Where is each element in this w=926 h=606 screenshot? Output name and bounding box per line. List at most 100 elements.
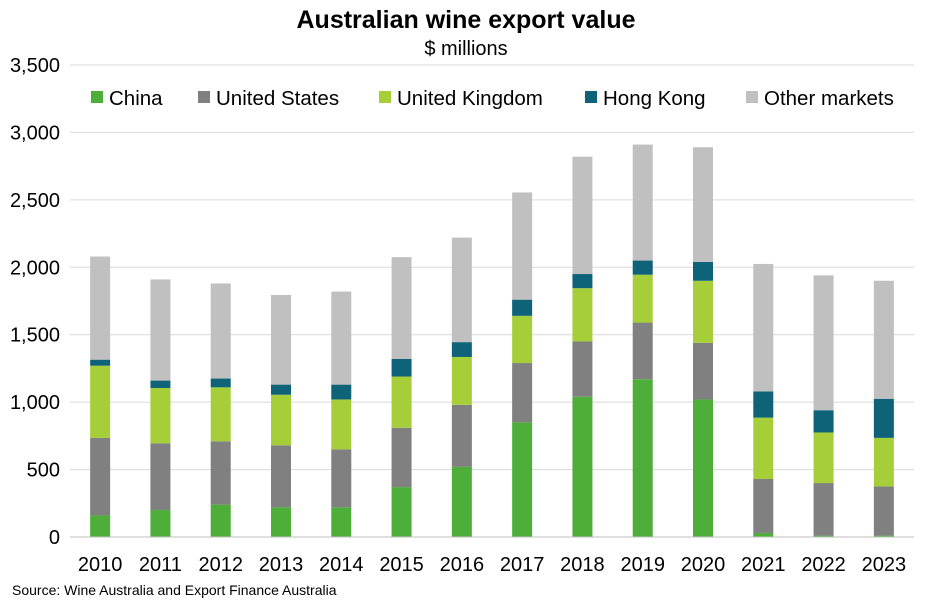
bar-segment bbox=[753, 391, 774, 418]
bar-segment bbox=[753, 532, 774, 537]
legend-item: United Kingdom bbox=[379, 87, 543, 110]
y-tick-label: 3,500 bbox=[10, 55, 60, 77]
bar-segment bbox=[331, 384, 352, 400]
legend-swatch bbox=[585, 91, 597, 103]
bar-segment bbox=[813, 275, 834, 411]
bar-segment bbox=[813, 483, 834, 536]
legend-item: Other markets bbox=[746, 87, 894, 110]
bar-segment bbox=[632, 260, 653, 275]
y-tick-label: 1,000 bbox=[10, 392, 60, 414]
y-tick-label: 3,000 bbox=[10, 122, 60, 144]
bar-segment bbox=[693, 261, 713, 281]
bar-segment bbox=[331, 399, 352, 450]
bar-segment bbox=[512, 363, 533, 423]
bar-segment bbox=[331, 449, 352, 508]
legend-item: China bbox=[91, 87, 163, 110]
bar-segment bbox=[210, 387, 231, 442]
x-tick-label: 2010 bbox=[78, 554, 123, 576]
x-tick-label: 2020 bbox=[681, 554, 726, 576]
legend-swatch bbox=[91, 91, 103, 103]
y-tick-label: 2,500 bbox=[10, 190, 60, 212]
bar-segment bbox=[90, 365, 111, 438]
bar-segment bbox=[753, 263, 774, 392]
bar-segment bbox=[512, 299, 533, 316]
bar-segment bbox=[572, 288, 593, 342]
bar-segment bbox=[150, 279, 171, 381]
bar-segment bbox=[90, 515, 111, 537]
bar-segment bbox=[451, 342, 472, 357]
bar-segment bbox=[873, 398, 894, 438]
legend-swatch bbox=[379, 91, 391, 103]
bar-segment bbox=[90, 437, 111, 516]
bar-segment bbox=[331, 291, 352, 385]
x-tick-label: 2015 bbox=[379, 554, 424, 576]
bar-segment bbox=[391, 257, 412, 359]
legend-label: Hong Kong bbox=[603, 87, 706, 110]
bar-segment bbox=[90, 359, 111, 366]
y-tick-label: 500 bbox=[27, 460, 60, 482]
bar-segment bbox=[150, 387, 171, 444]
bar-segment bbox=[391, 427, 412, 488]
bar-segment bbox=[693, 147, 713, 262]
bar-segment bbox=[451, 404, 472, 467]
x-tick-label: 2017 bbox=[500, 554, 545, 576]
legend: China United States United Kingdom Hong Kon… bbox=[91, 87, 894, 110]
gridlines bbox=[70, 64, 914, 471]
x-tick-label: 2018 bbox=[560, 554, 605, 576]
x-tick-label: 2016 bbox=[440, 554, 485, 576]
source-note: Source: Wine Australia and Export Financ… bbox=[12, 582, 337, 598]
bar-segment bbox=[693, 399, 713, 537]
y-tick-label: 0 bbox=[49, 527, 60, 549]
bar-segment bbox=[873, 486, 894, 536]
bar-segment bbox=[512, 315, 533, 364]
bar-segment bbox=[753, 479, 774, 533]
x-tick-label: 2012 bbox=[198, 554, 243, 576]
bar-segment bbox=[813, 432, 834, 484]
y-tick-label: 2,000 bbox=[10, 257, 60, 279]
bar-segment bbox=[572, 274, 593, 289]
legend-label: United States bbox=[216, 87, 339, 110]
bar-segment bbox=[391, 376, 412, 428]
chart-title: Australian wine export value bbox=[296, 6, 636, 34]
bar-segment bbox=[391, 358, 412, 377]
bar-segment bbox=[512, 192, 533, 300]
bar-segment bbox=[753, 417, 774, 480]
legend-swatch bbox=[198, 91, 210, 103]
bar-segment bbox=[271, 394, 291, 446]
bar-segment bbox=[632, 144, 653, 261]
bar-segment bbox=[271, 507, 291, 537]
x-tick-label: 2022 bbox=[801, 554, 846, 576]
legend-swatch bbox=[746, 91, 758, 103]
legend-label: Other markets bbox=[764, 87, 894, 110]
bar-segment bbox=[271, 294, 291, 385]
bar-segment bbox=[512, 422, 533, 537]
x-tick-label: 2021 bbox=[741, 554, 786, 576]
bar-segment bbox=[271, 384, 291, 395]
bar-segment bbox=[572, 396, 593, 537]
bars bbox=[90, 144, 894, 537]
bar-segment bbox=[632, 274, 653, 323]
bar-segment bbox=[813, 535, 834, 537]
x-tick-label: 2011 bbox=[139, 554, 182, 576]
bar-segment bbox=[210, 441, 231, 505]
bar-segment bbox=[451, 356, 472, 405]
x-tick-label: 2014 bbox=[319, 554, 364, 576]
bar-segment bbox=[90, 256, 111, 360]
bar-segment bbox=[873, 437, 894, 487]
legend-label: United Kingdom bbox=[397, 87, 543, 110]
bar-segment bbox=[693, 342, 713, 400]
bar-segment bbox=[451, 237, 472, 343]
bar-segment bbox=[150, 380, 171, 388]
bar-segment bbox=[391, 487, 412, 537]
bar-segment bbox=[572, 341, 593, 397]
y-tick-label: 1,500 bbox=[10, 325, 60, 347]
legend-item: United States bbox=[198, 87, 339, 110]
legend-label: China bbox=[109, 87, 163, 110]
axes: 0 500 1,000 1,500 2,000 2,500 3,000 3,500 2010 20… bbox=[10, 55, 914, 576]
bar-segment bbox=[150, 510, 171, 537]
bar-segment bbox=[632, 379, 653, 537]
bar-segment bbox=[210, 283, 231, 379]
bar-segment bbox=[873, 535, 894, 537]
bar-segment bbox=[873, 280, 894, 399]
